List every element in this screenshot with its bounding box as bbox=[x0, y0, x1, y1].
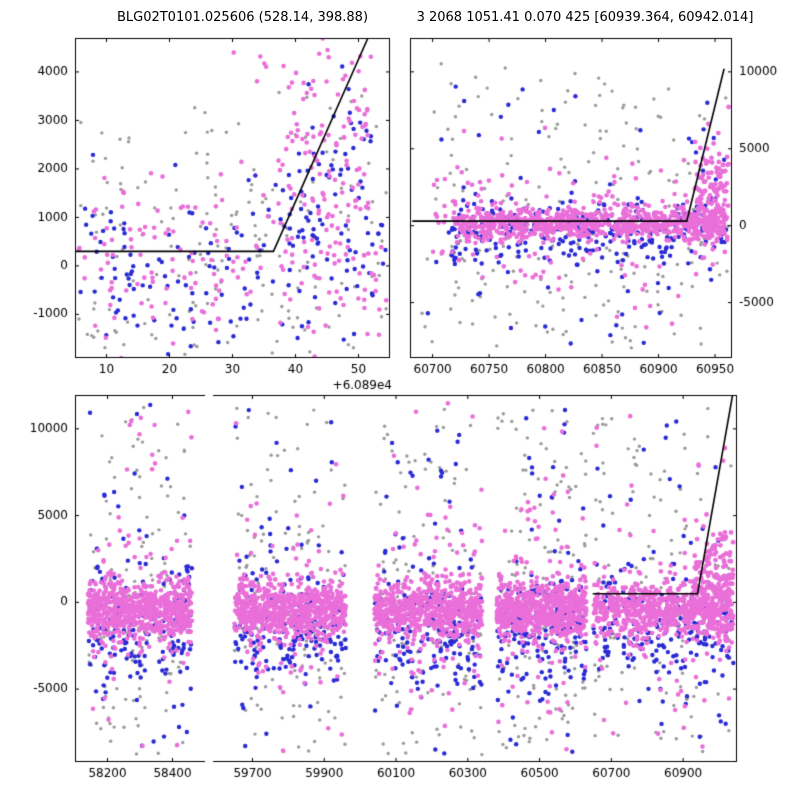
title-right-subplot: 3 2068 1051.41 0.070 425 [60939.364, 609… bbox=[416, 10, 754, 25]
title-left-subplot: BLG02T0101.025606 (528.14, 398.88) bbox=[116, 10, 369, 25]
